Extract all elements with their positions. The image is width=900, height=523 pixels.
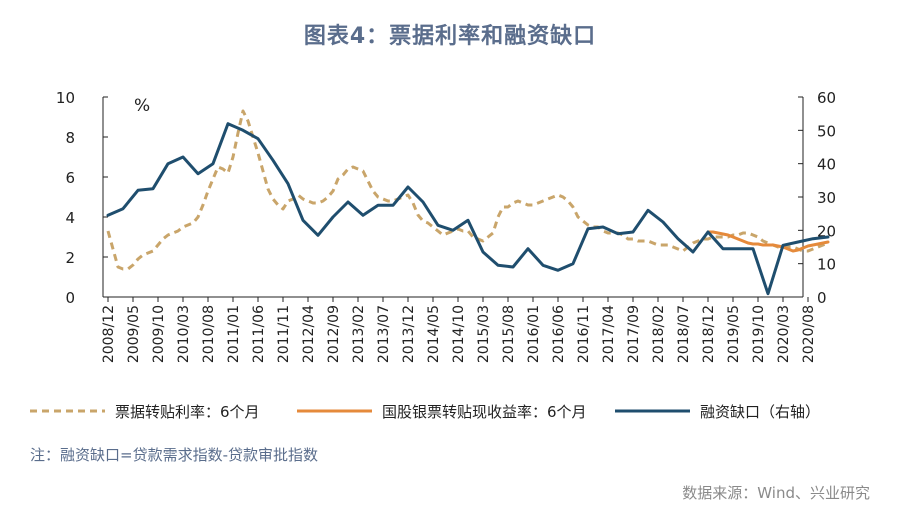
- x-tick-label: 2015/03: [476, 305, 492, 363]
- legend-label-gov-bank: 国股银票转贴现收益率：6个月: [382, 403, 587, 421]
- x-tick-label: 2013/02: [351, 305, 367, 363]
- x-tick-label: 2011/11: [276, 305, 292, 363]
- right-tick-label: 50: [817, 122, 836, 140]
- x-tick-label: 2010/03: [176, 305, 192, 363]
- x-tick-label: 2014/10: [451, 305, 467, 363]
- right-tick-label: 60: [817, 89, 836, 107]
- x-tick-label: 2009/05: [126, 305, 142, 363]
- x-tick-label: 2014/05: [426, 305, 442, 363]
- axes: 0 2 4 6 8 10 % 0 10 20 30 40 50 60 2008/12 2009/05 2009/…: [56, 89, 836, 363]
- right-tick-label: 0: [817, 289, 827, 307]
- right-tick-label: 40: [817, 156, 836, 174]
- legend: 票据转贴利率：6个月 国股银票转贴现收益率：6个月 融资缺口（右轴）: [30, 403, 820, 421]
- x-tick-label: 2012/09: [326, 305, 342, 363]
- x-tick-label: 2019/05: [726, 305, 742, 363]
- x-tick-label: 2017/09: [626, 305, 642, 363]
- right-tick-label: 20: [817, 222, 836, 240]
- x-tick-label: 2016/11: [576, 305, 592, 363]
- x-tick-label: 2012/04: [301, 305, 317, 363]
- left-tick-label: 8: [65, 129, 75, 147]
- x-tick-label: 2013/07: [376, 305, 392, 363]
- x-tick-label: 2010/08: [201, 305, 217, 363]
- x-tick-label: 2009/10: [151, 305, 167, 363]
- x-tick-label: 2011/06: [251, 305, 267, 363]
- series-line-gov-bank: [706, 230, 830, 253]
- x-tick-label: 2018/12: [701, 305, 717, 363]
- chart-title: 图表4：票据利率和融资缺口: [303, 24, 597, 49]
- x-tick-label: 2013/12: [401, 305, 417, 363]
- x-tick-label: 2008/12: [101, 305, 117, 363]
- left-tick-label: 0: [65, 289, 75, 307]
- right-tick-label: 30: [817, 189, 836, 207]
- series-lines: [106, 109, 830, 296]
- left-tick-label: 10: [56, 89, 75, 107]
- x-tick-label: 2011/01: [226, 305, 242, 363]
- x-tick-label: 2018/07: [676, 305, 692, 363]
- x-tick-label: 2015/08: [501, 305, 517, 363]
- x-tick-label: 2019/10: [751, 305, 767, 363]
- source-note: 数据来源：Wind、兴业研究: [682, 484, 870, 502]
- legend-label-bill-rate: 票据转贴利率：6个月: [115, 403, 260, 421]
- left-axis-unit: %: [134, 96, 150, 116]
- x-tick-label: 2018/02: [651, 305, 667, 363]
- right-tick-label: 10: [817, 256, 836, 274]
- x-tick-label: 2020/03: [776, 305, 792, 363]
- left-tick-label: 2: [65, 249, 75, 267]
- x-tick-label: 2017/04: [601, 305, 617, 363]
- left-tick-label: 6: [65, 169, 75, 187]
- series-line-bill-rate: [106, 109, 829, 271]
- left-tick-label: 4: [65, 209, 75, 227]
- x-tick-label: 2016/06: [551, 305, 567, 363]
- series-line-financing-gap: [106, 122, 830, 296]
- footnote: 注：融资缺口=贷款需求指数-贷款审批指数: [30, 446, 318, 464]
- x-tick-label: 2016/01: [526, 305, 542, 363]
- legend-label-financing-gap: 融资缺口（右轴）: [700, 403, 820, 421]
- x-tick-label: 2020/08: [801, 305, 817, 363]
